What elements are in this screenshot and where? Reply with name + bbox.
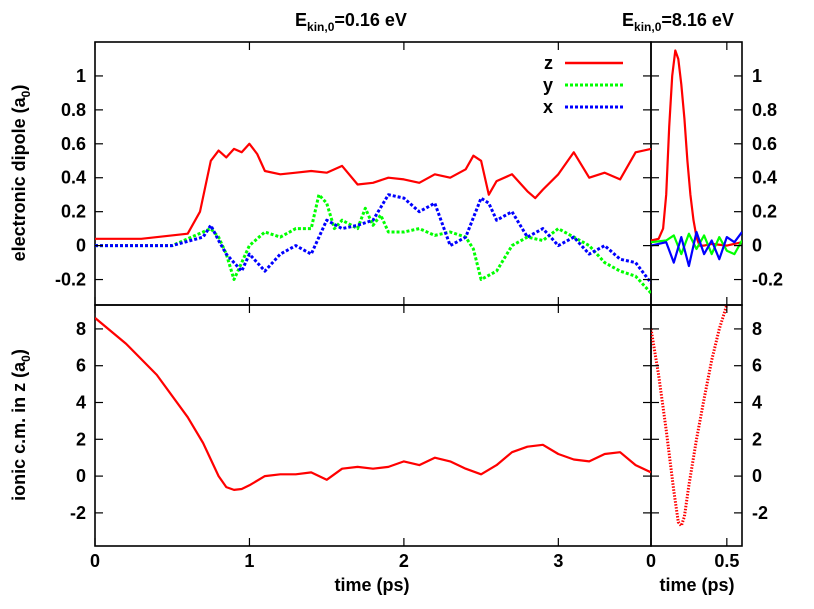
series-line-z	[95, 317, 651, 491]
panel-frame-2	[94, 304, 652, 547]
ytick-label: 0.2	[61, 202, 86, 222]
panel-title-right: Ekin,0=8.16 eV	[622, 10, 734, 34]
ticks-layer: -0.2 0 0.2 0.4 0.6 0.8 1 -0.2 0 0.2 0.4 0.6 0.8 1 -2 0 2…	[55, 42, 783, 571]
series-line-x	[651, 230, 742, 268]
panel-frames	[94, 41, 743, 547]
ytick-label: 2	[76, 429, 86, 449]
data-layer	[95, 49, 742, 528]
series-line-z	[95, 142, 651, 240]
series-line-z	[651, 49, 742, 247]
ytick-label: 8	[76, 319, 86, 339]
xtick-label: 3	[553, 551, 563, 571]
ytick-label: 1	[76, 66, 86, 86]
ytick-label: 4	[752, 393, 762, 413]
ytick-label: -2	[752, 503, 768, 523]
series-line-y	[95, 193, 651, 295]
ytick-label: 6	[76, 356, 86, 376]
legend-label-z: z	[544, 53, 553, 73]
ytick-label: 0.8	[752, 100, 777, 120]
ytick-label: 0	[76, 236, 86, 256]
xtick-label: 1	[244, 551, 254, 571]
ytick-label: -2	[70, 503, 86, 523]
ytick-label: -0.2	[55, 270, 86, 290]
series-line-x	[95, 193, 651, 284]
ytick-label: 0.2	[752, 202, 777, 222]
ytick-label: -0.2	[752, 270, 783, 290]
panel-frame-0	[94, 41, 652, 306]
xlabel-right: time (ps)	[659, 575, 734, 595]
xtick-label: 2	[399, 551, 409, 571]
ytick-label: 2	[752, 429, 762, 449]
panel-title-left: Ekin,0=0.16 eV	[295, 10, 407, 34]
ytick-label: 4	[76, 393, 86, 413]
panel-frame-3	[650, 304, 743, 547]
xtick-label: 0.5	[714, 551, 739, 571]
ytick-label: 0	[752, 466, 762, 486]
ytick-label: 0	[752, 236, 762, 256]
ytick-label: 6	[752, 356, 762, 376]
legend: z y x	[543, 53, 623, 117]
ytick-label: 0.8	[61, 100, 86, 120]
ytick-label: 0	[76, 466, 86, 486]
xtick-label: 0	[646, 551, 656, 571]
ylabel-electronic-dipole: electronic dipole (a0)	[9, 85, 33, 262]
xtick-label: 0	[90, 551, 100, 571]
ytick-label: 0.6	[752, 134, 777, 154]
series-line-z	[651, 305, 729, 528]
xlabel-left: time (ps)	[334, 575, 409, 595]
ytick-label: 8	[752, 319, 762, 339]
panel-frame-1	[650, 41, 743, 306]
legend-label-x: x	[543, 97, 553, 117]
ytick-label: 0.6	[61, 134, 86, 154]
ytick-label: 1	[752, 66, 762, 86]
legend-label-y: y	[543, 75, 553, 95]
ylabel-ionic-cm: ionic c.m. in z (a0)	[9, 349, 33, 501]
ytick-label: 0.4	[752, 168, 777, 188]
ytick-label: 0.4	[61, 168, 86, 188]
